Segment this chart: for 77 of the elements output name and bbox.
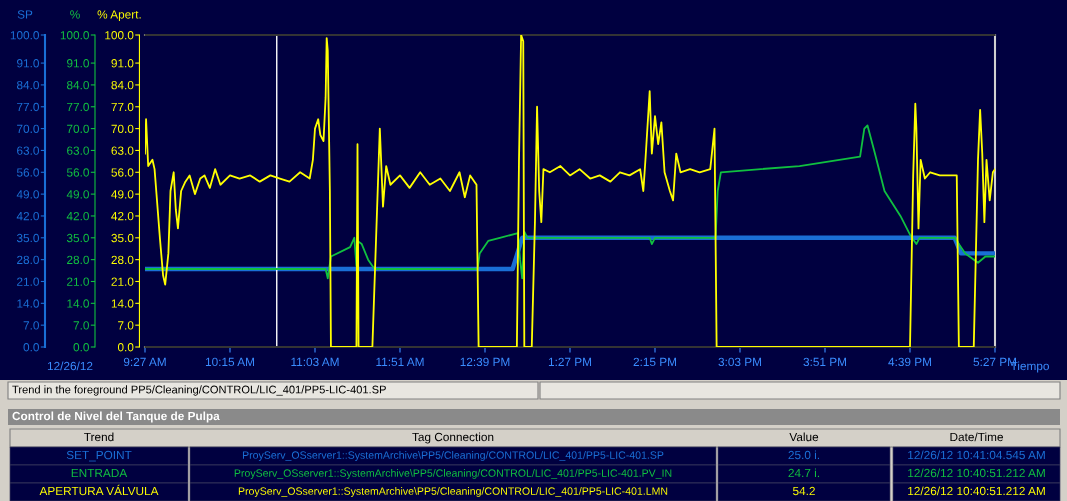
text: Tag Connection (412, 432, 494, 444)
y2-tick-label: 14.0 (111, 299, 134, 308)
y-tick-label: 14.0 (67, 299, 89, 308)
x-tick-label: 11:03 AM (291, 357, 339, 367)
text: 54.2 (792, 486, 815, 496)
x-tick-label: 11:51 AM (376, 357, 424, 367)
y2-tick-label: 70.0 (111, 124, 134, 133)
y-tick-label: 7.0 (73, 321, 89, 330)
text: 12/26/12 10:40:51.212 AM (908, 486, 1045, 496)
y-tick-label: 84.0 (66, 80, 89, 90)
y-tick-label: 28.0 (67, 255, 89, 265)
y2-tick-label: 100.0 (105, 31, 134, 40)
y2-tick-label: 84.0 (111, 80, 134, 90)
y3-tick-label: 21.0 (17, 277, 39, 286)
x-tick-label: 12:39 PM (460, 357, 510, 367)
y-tick-label: 56.0 (66, 168, 89, 177)
text: ProyServ_OSserver1::SystemArchive\PP5/Cleaning/CONTROL/LIC_401/PP5-LIC-401.PV_IN (234, 469, 672, 479)
y-tick-label: 21.0 (67, 277, 89, 286)
text: APERTURA VÁLVULA (39, 484, 159, 496)
y-tick-label: 63.0 (67, 146, 89, 155)
text: 12/26/12 (47, 361, 93, 371)
text: SET_POINT (66, 450, 132, 462)
y-tick-label: 0.0 (73, 343, 89, 352)
text: Trend in the foreground PP5/Cleaning/CONTROL/LIC_401/PP5-LIC-401.SP (12, 385, 386, 396)
y3-tick-label: 14.0 (17, 299, 39, 308)
x-tick-label: 1:27 PM (548, 357, 592, 366)
y2-tick-label: 7.0 (118, 321, 134, 330)
x-tick-label: 4:39 PM (888, 357, 932, 367)
y2-tick-label: 35.0 (111, 233, 134, 243)
y3-axis-title: % (70, 10, 80, 19)
y3-tick-label: 91.0 (17, 59, 39, 68)
x-tick-label: 9:27 AM (123, 357, 166, 367)
y-axis-title: SP (17, 10, 33, 19)
y2-tick-label: 77.0 (111, 102, 134, 112)
text: 12/26/12 10:40:51.212 AM (908, 468, 1045, 478)
y2-axis-title: % Apert. (97, 10, 141, 21)
y2-tick-label: 0.0 (117, 343, 134, 352)
text: ProyServ_OSserver1::SystemArchive\PP5/Cleaning/CONTROL/LIC_401/PP5-LIC-401.LMN (238, 487, 668, 497)
y3-tick-label: 0.0 (23, 343, 39, 352)
text: Control de Nivel del Tanque de Pulpa (12, 411, 220, 423)
text: 12/26/12 10:41:04.545 AM (908, 450, 1045, 460)
y2-tick-label: 21.0 (111, 277, 134, 286)
y2-tick-label: 28.0 (111, 255, 134, 265)
y-tick-label: 91.0 (67, 59, 89, 68)
y3-tick-label: 42.0 (16, 211, 39, 221)
text: ENTRADA (71, 468, 128, 478)
y2-tick-label: 49.0 (111, 190, 134, 199)
y2-tick-label: 91.0 (111, 59, 134, 68)
text: Date/Time (950, 432, 1003, 442)
y3-tick-label: 77.0 (17, 102, 39, 112)
y3-tick-label: 84.0 (16, 80, 39, 90)
y3-tick-label: 70.0 (17, 124, 39, 133)
y3-tick-label: 63.0 (17, 146, 39, 155)
text: Value (789, 432, 819, 442)
y3-tick-label: 28.0 (17, 255, 39, 265)
y3-tick-label: 7.0 (23, 321, 39, 330)
y-tick-label: 42.0 (66, 211, 89, 221)
y3-tick-label: 35.0 (16, 233, 39, 243)
x-tick-label: 2:15 PM (633, 357, 677, 367)
y-tick-label: 77.0 (67, 102, 89, 112)
y-tick-label: 100.0 (60, 31, 89, 40)
x-tick-label: 3:03 PM (718, 357, 762, 367)
text: 25.0 i. (788, 450, 819, 460)
text: ProyServ_OSserver1::SystemArchive\PP5/Cleaning/CONTROL/LIC_401/PP5-LIC-401.SP (242, 451, 664, 461)
text: Trend (84, 432, 114, 442)
text: 24.7 i. (788, 468, 819, 478)
y-tick-label: 35.0 (66, 233, 89, 243)
y3-tick-label: 49.0 (16, 190, 39, 199)
y3-tick-label: 100.0 (10, 31, 39, 40)
x-tick-label: 3:51 PM (803, 357, 847, 367)
x-tick-label: 10:15 AM (205, 357, 254, 367)
y2-tick-label: 42.0 (111, 211, 134, 221)
y2-tick-label: 56.0 (111, 168, 134, 177)
y2-tick-label: 63.0 (111, 146, 134, 155)
y-tick-label: 49.0 (66, 190, 89, 199)
y-tick-label: 70.0 (67, 124, 89, 133)
y3-tick-label: 56.0 (16, 168, 39, 177)
